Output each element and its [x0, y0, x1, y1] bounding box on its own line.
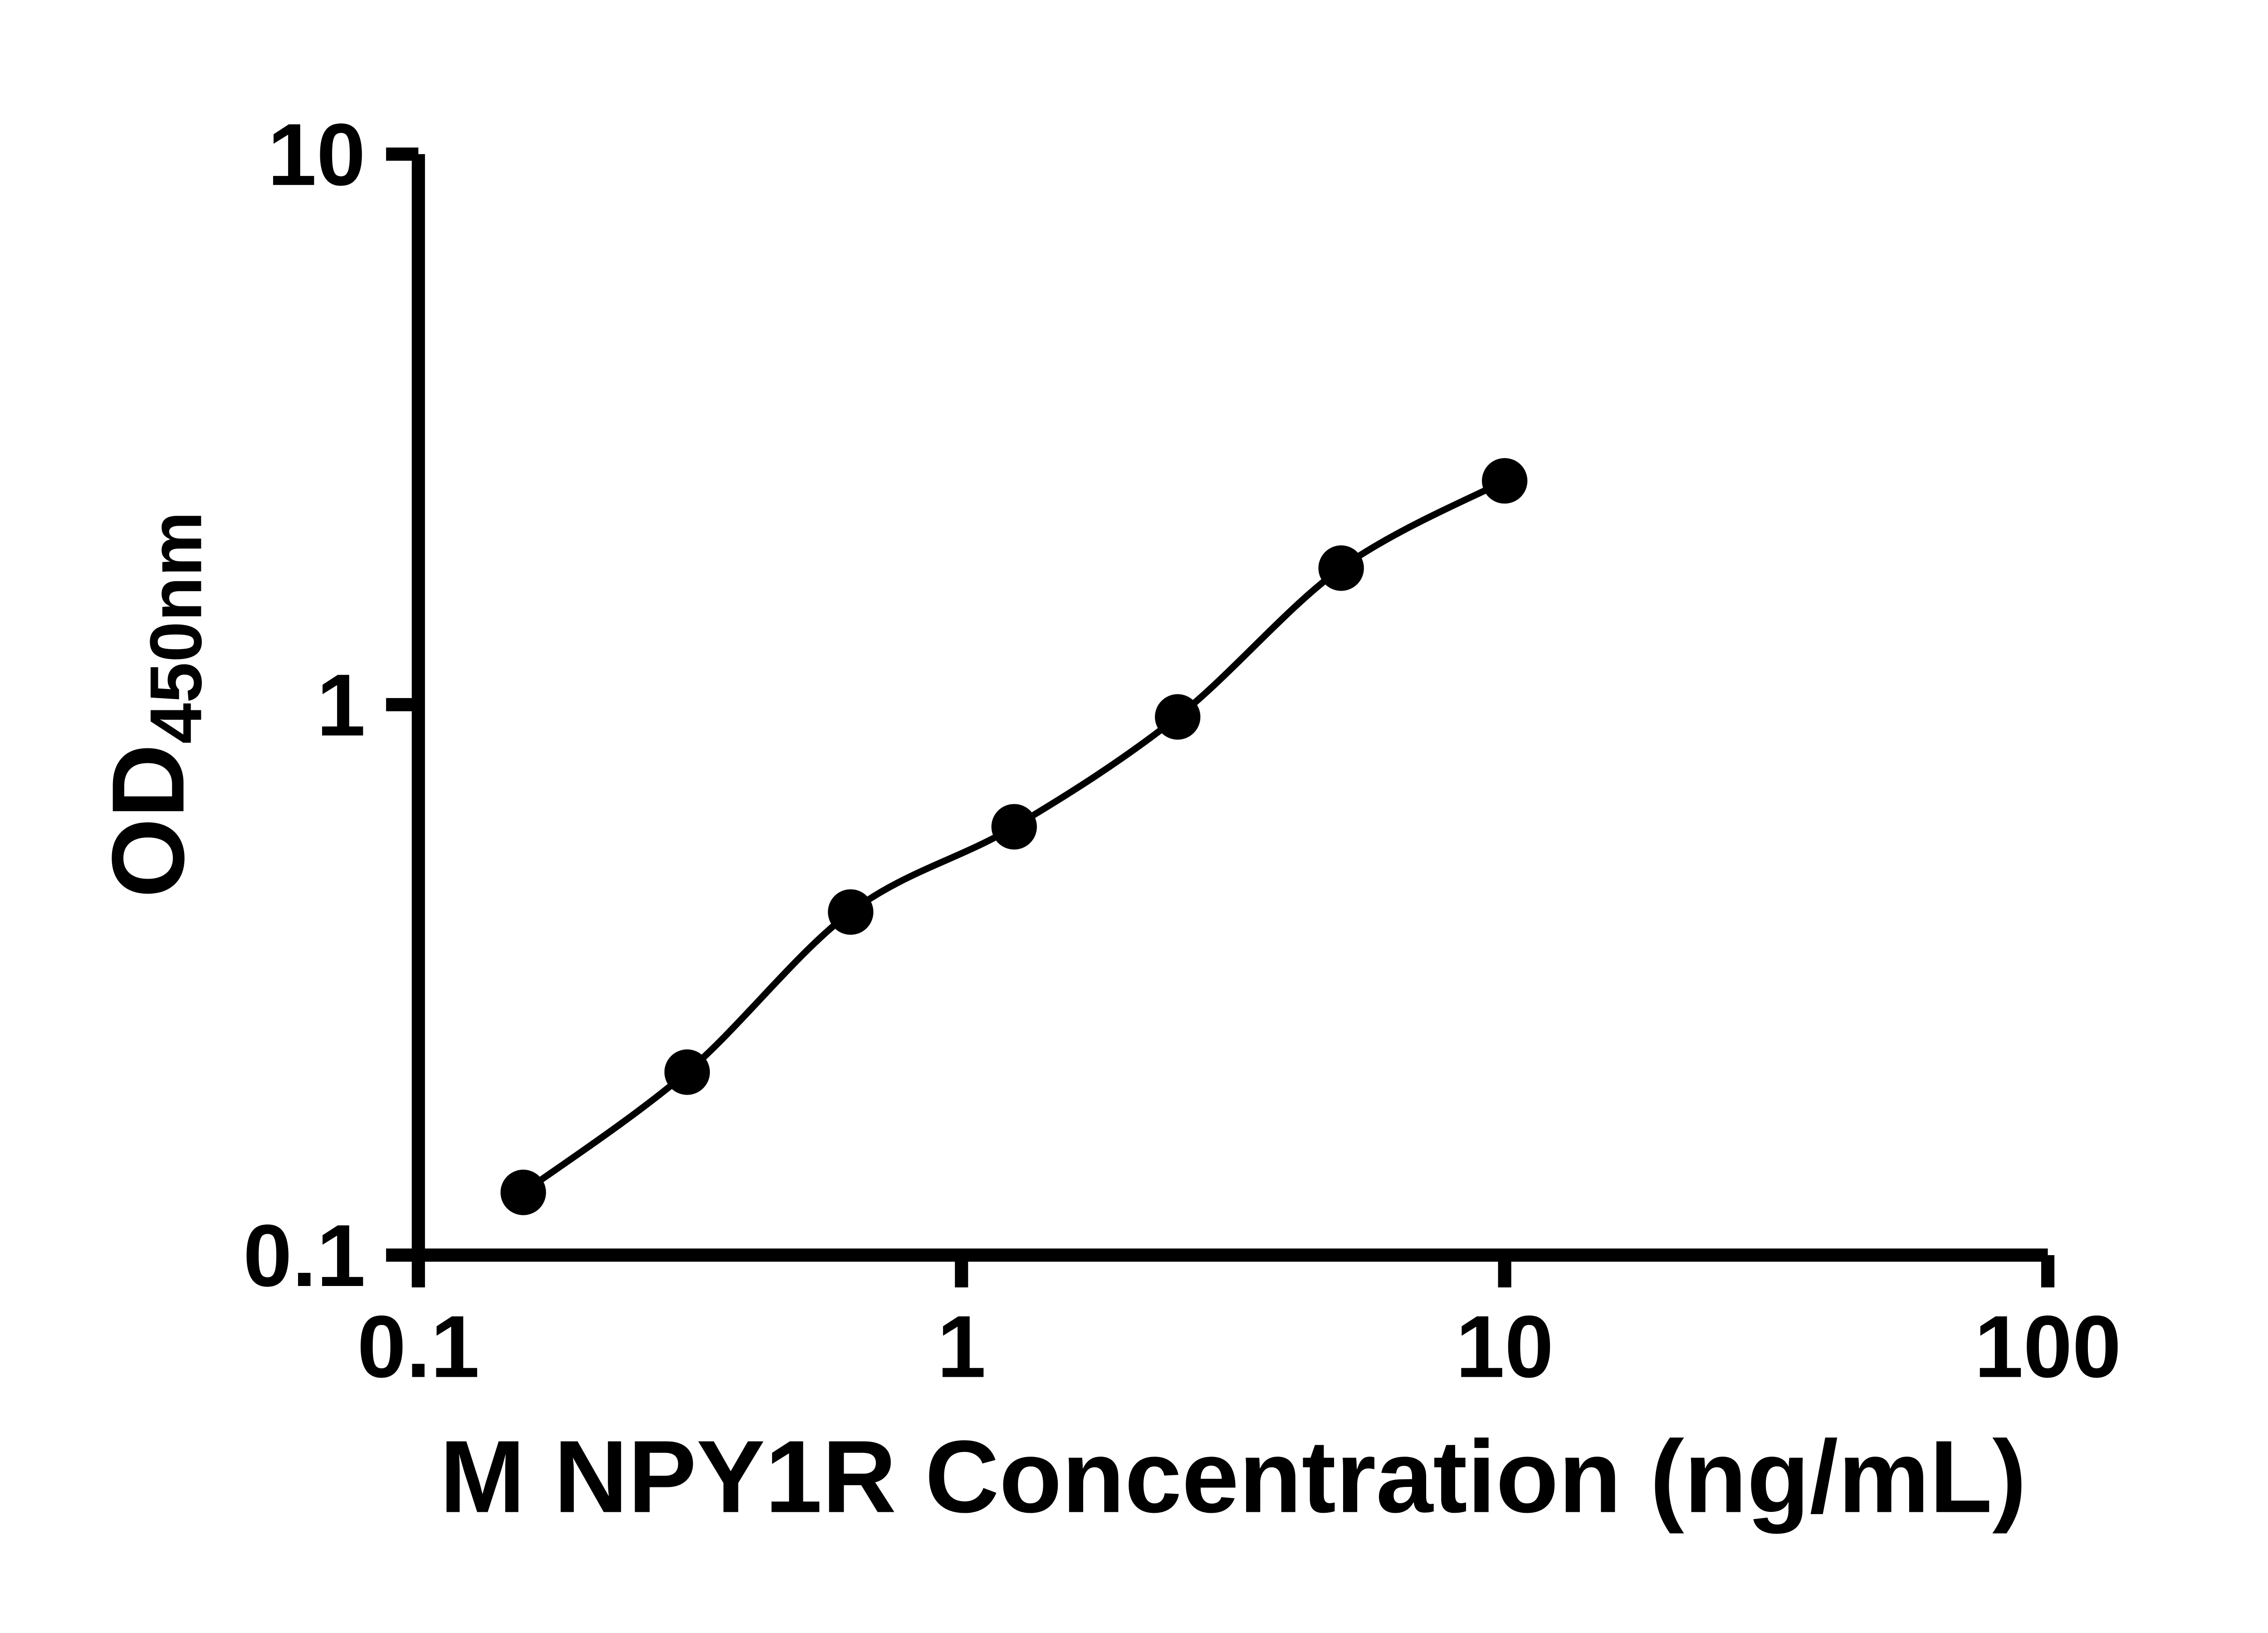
data-point — [1481, 458, 1528, 504]
data-point — [1155, 694, 1201, 740]
data-point — [991, 804, 1037, 850]
x-tick-label: 0.1 — [357, 1298, 479, 1396]
data-point — [664, 1049, 710, 1095]
x-tick-label: 100 — [1975, 1298, 2121, 1396]
data-point — [1318, 545, 1364, 591]
data-point — [828, 889, 874, 935]
y-axis-label-subscript: 450nm — [135, 511, 217, 744]
y-tick-label: 1 — [317, 656, 366, 754]
data-point — [500, 1169, 546, 1215]
y-tick-label: 0.1 — [243, 1207, 366, 1305]
y-axis-label: OD450nm — [91, 511, 217, 898]
plot-area: 0.1 1 10 100 0.1 1 10 — [243, 106, 2121, 1396]
x-tick-label: 1 — [937, 1298, 986, 1396]
y-tick-label: 10 — [268, 106, 366, 204]
x-axis-label: M NPY1R Concentration (ng/mL) — [440, 1419, 2026, 1534]
x-tick-label: 10 — [1456, 1298, 1554, 1396]
y-axis-label-main: OD — [91, 744, 206, 898]
